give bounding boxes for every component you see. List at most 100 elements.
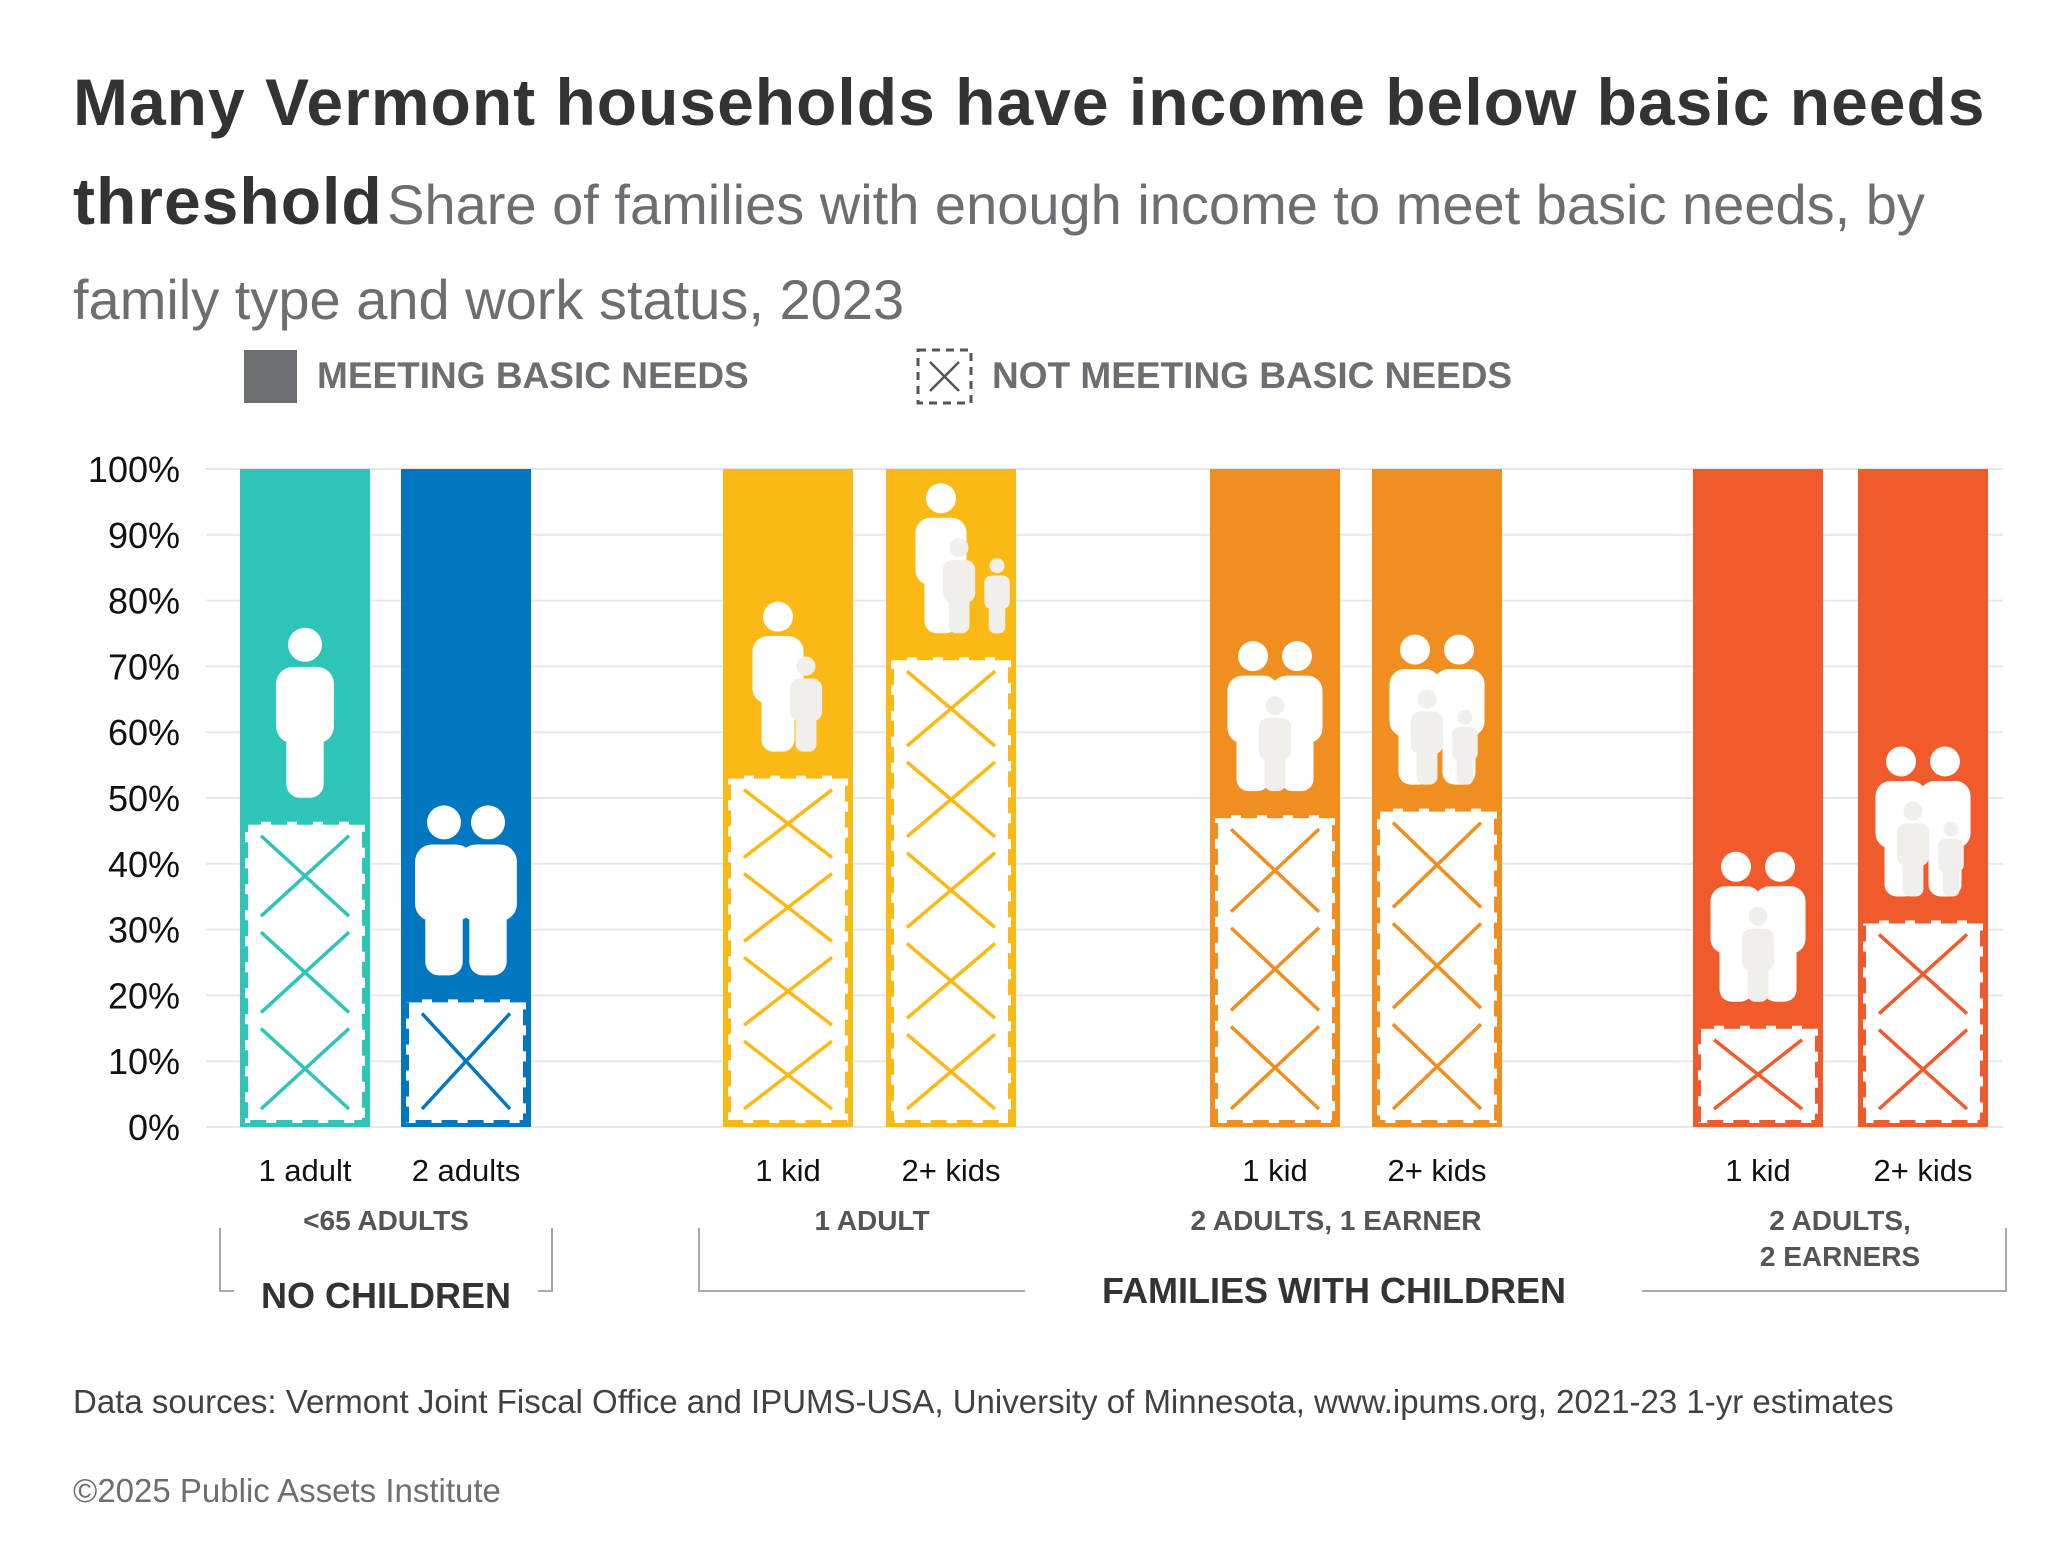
person-head (1721, 851, 1751, 882)
person-head (1457, 709, 1473, 725)
child-icon (1938, 821, 1964, 897)
x-mark (905, 1032, 997, 1111)
category-label: 1 kid (755, 1153, 820, 1188)
person-body (1410, 711, 1444, 755)
person-body (415, 844, 473, 921)
family-icon (415, 805, 517, 976)
y-tick-label: 50% (108, 778, 180, 819)
bar-group (1210, 469, 1340, 1127)
person-head (1444, 634, 1474, 665)
person-head (1765, 851, 1795, 882)
bar-group (723, 469, 853, 1127)
person-head (427, 805, 461, 840)
adult-icon (415, 805, 473, 976)
bar-meeting (1693, 469, 1823, 1127)
x-mark (1877, 1028, 1969, 1111)
x-mark (1877, 933, 1969, 1016)
person-legs (1416, 741, 1438, 785)
group-label-2adults-2earners-line1: 2 ADULTS, (1769, 1205, 1911, 1236)
person-head (1886, 746, 1916, 777)
subtitle: Share of families with enough income to … (73, 173, 1925, 331)
child-icon (789, 656, 823, 752)
group-label-1adult: 1 ADULT (814, 1205, 929, 1236)
x-mark (420, 1012, 512, 1111)
person-head (763, 601, 793, 632)
y-tick-label: 90% (108, 515, 180, 556)
category-label: 2+ kids (901, 1153, 1000, 1188)
bar-not-meeting (1860, 917, 1986, 1126)
y-tick-label: 30% (108, 910, 180, 951)
bar-not-meeting (888, 654, 1014, 1126)
family-icon (1389, 634, 1485, 785)
y-tick-label: 10% (108, 1041, 180, 1082)
person-body (1741, 928, 1775, 972)
person-legs (1456, 750, 1474, 785)
data-source: Data sources: Vermont Joint Fiscal Offic… (73, 1383, 1894, 1420)
person-legs (425, 898, 463, 976)
chart-title: Many Vermont households have income belo… (73, 62, 2033, 355)
family-icon (915, 483, 1010, 634)
x-mark (742, 955, 834, 1027)
x-mark (742, 1039, 834, 1111)
legend-not-meeting-label: NOT MEETING BASIC NEEDS (992, 355, 1512, 396)
category-label: 2+ kids (1387, 1153, 1486, 1188)
adult-icon (459, 805, 517, 976)
group-label-under65: <65 ADULTS (303, 1205, 469, 1236)
adult-icon (276, 627, 334, 798)
x-mark (259, 930, 351, 1014)
x-mark (1229, 926, 1321, 1012)
person-head (1282, 641, 1312, 672)
person-head (1265, 696, 1285, 716)
y-tick-label: 40% (108, 844, 180, 885)
child-icon (984, 558, 1010, 634)
person-body (984, 575, 1010, 610)
person-head (1417, 689, 1437, 709)
person-legs (1942, 862, 1960, 897)
y-tick-label: 100% (88, 449, 180, 490)
person-body (942, 560, 976, 603)
person-head (926, 483, 956, 514)
person-legs (988, 599, 1006, 634)
person-head (796, 656, 816, 676)
legend-not-meeting-swatch (916, 348, 973, 405)
person-head (1400, 634, 1430, 665)
group-label-2adults-2earners-line2: 2 EARNERS (1760, 1241, 1920, 1272)
x-mark (905, 851, 997, 929)
person-legs (1747, 958, 1769, 1002)
bar-group (1693, 469, 1823, 1127)
child-icon (1896, 801, 1930, 897)
category-label: 1 kid (1725, 1153, 1790, 1188)
x-mark (1391, 922, 1483, 1010)
bar-group (1858, 469, 1988, 1127)
category-label: 1 kid (1242, 1153, 1307, 1188)
copyright: ©2025 Public Assets Institute (73, 1472, 501, 1509)
person-body (789, 678, 823, 722)
person-body (276, 666, 334, 744)
family-icon (1875, 746, 1971, 897)
person-body (1938, 838, 1964, 873)
person-body (1258, 718, 1292, 761)
families-with-children-label: FAMILIES WITH CHILDREN (1102, 1270, 1566, 1311)
person-head (949, 538, 969, 558)
person-head (989, 558, 1005, 574)
person-head (1943, 821, 1959, 837)
x-mark (259, 834, 351, 918)
family-icon (276, 627, 334, 798)
group-label-2adults-1earner: 2 ADULTS, 1 EARNER (1191, 1205, 1482, 1236)
category-label: 2+ kids (1873, 1153, 1972, 1188)
person-head (1748, 906, 1768, 926)
bar-group (1372, 469, 1502, 1127)
y-tick-label: 0% (128, 1107, 180, 1148)
child-icon (1452, 709, 1478, 785)
person-body (459, 844, 517, 921)
y-tick-label: 20% (108, 975, 180, 1016)
category-label: 1 adult (258, 1153, 351, 1188)
x-mark (1229, 1025, 1321, 1111)
person-legs (795, 708, 817, 752)
x-mark (1391, 1022, 1483, 1111)
person-legs (1264, 748, 1286, 792)
x-mark (259, 1027, 351, 1111)
bar-group (886, 469, 1016, 1127)
x-mark (1712, 1038, 1804, 1111)
